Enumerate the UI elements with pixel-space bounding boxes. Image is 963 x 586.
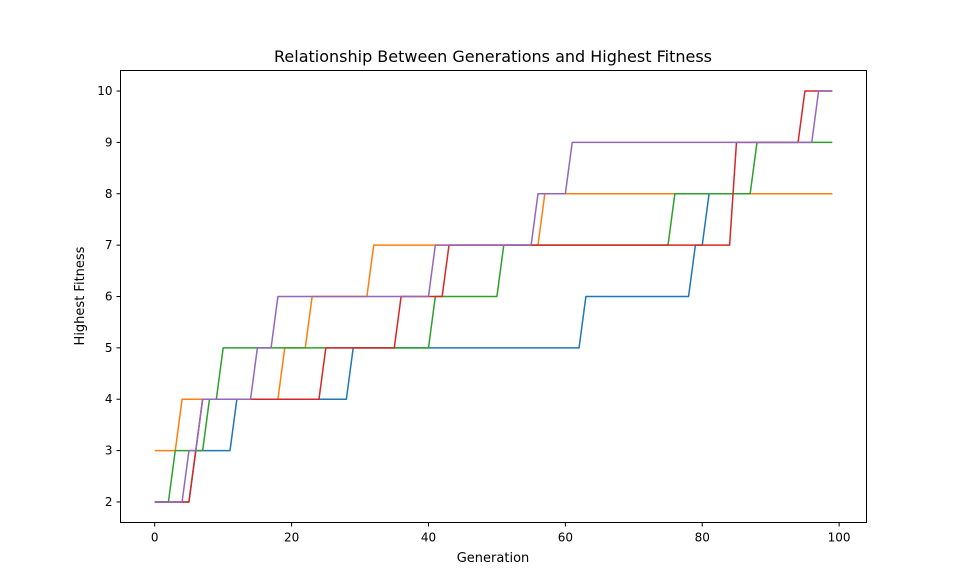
y-axis: 2 3 4 5 6 7 8 9 10 xyxy=(97,84,121,509)
series-line-3 xyxy=(154,141,833,503)
series-line-5 xyxy=(154,90,833,503)
x-axis-label: Generation xyxy=(457,551,530,566)
y-tick-label: 8 xyxy=(105,187,113,201)
x-tick-label: 100 xyxy=(828,531,851,545)
x-axis: 0 20 40 60 80 100 xyxy=(151,522,851,545)
x-tick-label: 60 xyxy=(558,531,573,545)
y-tick-label: 4 xyxy=(105,392,113,406)
y-tick-label: 6 xyxy=(105,290,113,304)
x-tick-label: 20 xyxy=(284,531,299,545)
y-axis-label: Highest Fitness xyxy=(73,246,88,345)
y-tick-label: 10 xyxy=(97,84,112,98)
chart-title: Relationship Between Generations and Hig… xyxy=(274,47,712,66)
y-tick-label: 5 xyxy=(105,341,113,355)
y-tick-label: 9 xyxy=(105,135,113,149)
y-tick-label: 2 xyxy=(105,495,113,509)
x-tick-label: 80 xyxy=(695,531,710,545)
y-tick-label: 7 xyxy=(105,238,113,252)
x-tick-label: 0 xyxy=(151,531,159,545)
series-line-2 xyxy=(154,193,833,452)
x-tick-label: 40 xyxy=(421,531,436,545)
series-layer xyxy=(154,90,833,503)
y-tick-label: 3 xyxy=(105,444,113,458)
